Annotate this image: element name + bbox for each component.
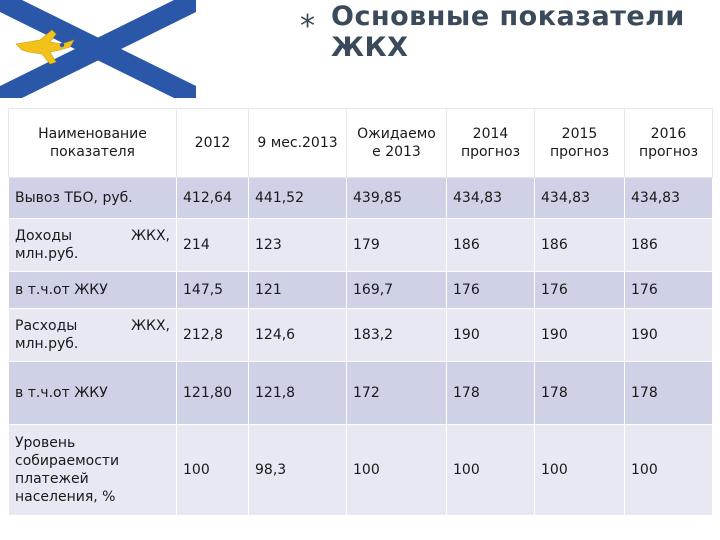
title-bullet: * — [300, 9, 315, 44]
page-title: * Основные показатели ЖКХ — [300, 1, 716, 63]
cell-value: 178 — [534, 361, 625, 425]
row-label: Уровень собираемости платежей населения,… — [8, 424, 177, 516]
cell-value: 178 — [446, 361, 535, 425]
cell-value: 190 — [446, 308, 535, 362]
cell-value: 434,83 — [534, 177, 625, 219]
table-row: Вывоз ТБО, руб. 412,64 441,52 439,85 434… — [8, 177, 713, 219]
table-row: в т.ч.от ЖКУ 147,5 121 169,7 176 176 176 — [8, 271, 713, 309]
cell-value: 183,2 — [346, 308, 447, 362]
cell-value: 100 — [176, 424, 249, 516]
bird-flag-icon — [0, 0, 196, 98]
cell-value: 100 — [534, 424, 625, 516]
cell-value: 124,6 — [248, 308, 347, 362]
cell-value: 439,85 — [346, 177, 447, 219]
row-label: Доходы ЖКХ, млн.руб. — [8, 218, 177, 272]
header-2015-forecast: 2015 прогноз — [534, 108, 625, 178]
cell-value: 100 — [446, 424, 535, 516]
cell-value: 190 — [534, 308, 625, 362]
row-label: Расходы ЖКХ, млн.руб. — [8, 308, 177, 362]
header-expected-2013: Ожидаемо е 2013 — [346, 108, 447, 178]
title-text: Основные показатели ЖКХ — [331, 1, 685, 63]
cell-value: 147,5 — [176, 271, 249, 309]
cell-value: 98,3 — [248, 424, 347, 516]
cell-value: 169,7 — [346, 271, 447, 309]
cell-value: 100 — [624, 424, 713, 516]
cell-value: 186 — [534, 218, 625, 272]
cell-value: 172 — [346, 361, 447, 425]
cell-value: 121,80 — [176, 361, 249, 425]
row-label-part: млн.руб. — [15, 246, 79, 262]
table-row: в т.ч.от ЖКУ 121,80 121,8 172 178 178 17… — [8, 361, 713, 425]
table-row: Уровень собираемости платежей населения,… — [8, 424, 713, 516]
cell-value: 186 — [624, 218, 713, 272]
header-indicator-name: Наименование показателя — [8, 108, 177, 178]
table-row: Доходы ЖКХ, млн.руб. 214 123 179 186 186 … — [8, 218, 713, 272]
row-label: в т.ч.от ЖКУ — [8, 361, 177, 425]
row-label: в т.ч.от ЖКУ — [8, 271, 177, 309]
header-2014-forecast: 2014 прогноз — [446, 108, 535, 178]
cell-value: 186 — [446, 218, 535, 272]
cell-value: 434,83 — [624, 177, 713, 219]
row-label-part: Доходы — [15, 228, 73, 244]
row-label-part: ЖКХ, — [130, 228, 170, 244]
cell-value: 121,8 — [248, 361, 347, 425]
cell-value: 123 — [248, 218, 347, 272]
header-2012: 2012 — [176, 108, 249, 178]
cell-value: 176 — [446, 271, 535, 309]
table-row: Расходы ЖКХ, млн.руб. 212,8 124,6 183,2 1… — [8, 308, 713, 362]
cell-value: 412,64 — [176, 177, 249, 219]
cell-value: 178 — [624, 361, 713, 425]
table-header-row: Наименование показателя 2012 9 мес.2013 … — [8, 108, 713, 178]
cell-value: 214 — [176, 218, 249, 272]
row-label: Вывоз ТБО, руб. — [8, 177, 177, 219]
header-9-months-2013: 9 мес.2013 — [248, 108, 347, 178]
row-label-part: млн.руб. — [15, 336, 79, 352]
cell-value: 176 — [534, 271, 625, 309]
cell-value: 176 — [624, 271, 713, 309]
cell-value: 190 — [624, 308, 713, 362]
housing-indicators-table: Наименование показателя 2012 9 мес.2013 … — [8, 108, 713, 516]
row-label-part: Расходы — [15, 318, 78, 334]
cell-value: 441,52 — [248, 177, 347, 219]
cell-value: 434,83 — [446, 177, 535, 219]
cell-value: 179 — [346, 218, 447, 272]
cell-value: 100 — [346, 424, 447, 516]
row-label-part: ЖКХ, — [130, 318, 170, 334]
header-2016-forecast: 2016 прогноз — [624, 108, 713, 178]
flag-emblem — [0, 0, 196, 98]
cell-value: 212,8 — [176, 308, 249, 362]
cell-value: 121 — [248, 271, 347, 309]
